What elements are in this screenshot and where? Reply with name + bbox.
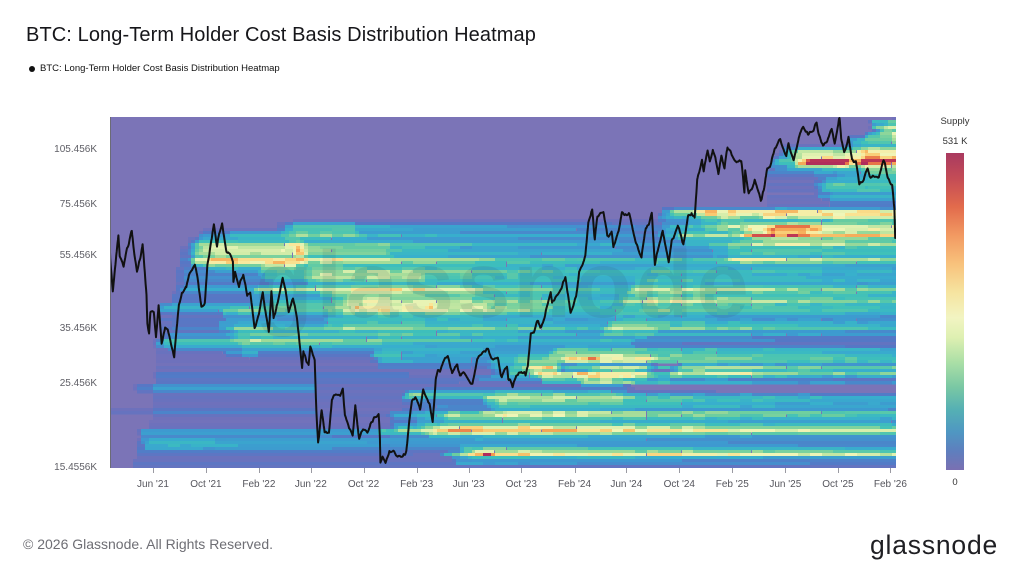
svg-text:glassnode: glassnode [255, 232, 751, 338]
